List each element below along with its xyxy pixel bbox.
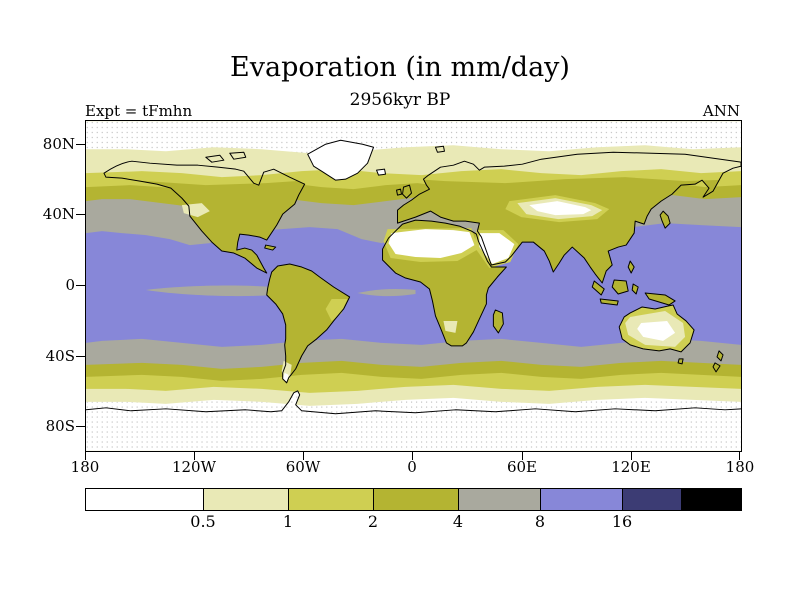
cuba-land <box>264 245 276 251</box>
x-axis-label: 60W <box>285 458 321 476</box>
coastline-islands <box>264 168 724 373</box>
x-tick-mark <box>739 452 740 460</box>
sumatra-land <box>592 281 605 295</box>
x-axis-label: 120E <box>611 458 651 476</box>
south-america-land <box>266 264 350 383</box>
colorbar-label: 1 <box>282 512 294 531</box>
java-land <box>600 298 619 305</box>
sahara-white-patch <box>388 229 475 259</box>
x-axis-label: 0 <box>407 458 417 476</box>
y-axis-label: 0 <box>65 276 75 294</box>
central-asia-white-core <box>529 201 592 216</box>
colorbar-label: 8 <box>534 512 546 531</box>
y-axis-label: 80S <box>45 417 75 435</box>
x-axis-label: 120W <box>171 458 217 476</box>
greenland-land <box>307 140 374 181</box>
colorbar-segment-lt-0.5 <box>86 489 204 510</box>
south-africa-pale-patch <box>443 320 458 333</box>
y-tick-mark <box>76 426 85 427</box>
colorbar-segment-1-2 <box>289 489 375 510</box>
colorbar-label: 2 <box>367 512 379 531</box>
evaporation-map <box>86 121 741 451</box>
madagascar-land <box>493 309 504 333</box>
figure-title: Evaporation (in mm/day) <box>230 52 570 83</box>
coastline-eurasia <box>397 151 741 284</box>
new-guinea-land <box>645 292 676 305</box>
iceland-land <box>376 169 386 176</box>
colorbar-label: 0.5 <box>190 512 216 531</box>
y-tick-mark <box>76 214 85 215</box>
colorbar-segment-16-32 <box>623 489 682 510</box>
antarctica-land <box>86 390 741 451</box>
x-tick-mark <box>194 452 195 460</box>
colorbar-segment-2-4 <box>374 489 460 510</box>
coastline-arctic-islands <box>205 145 445 163</box>
y-axis-label: 40S <box>45 347 75 365</box>
experiment-label: Expt = tFmhn <box>85 102 193 120</box>
x-tick-mark <box>85 452 86 460</box>
figure-subtitle: 2956kyr BP <box>349 90 451 110</box>
colorbar-segment-gt-32 <box>682 489 741 510</box>
coastline-australia <box>618 304 695 353</box>
x-axis-label: 180 <box>725 458 755 476</box>
colorbar-segment-0.5-1 <box>203 489 290 510</box>
y-axis-label: 40N <box>42 205 75 223</box>
y-tick-mark <box>76 144 85 145</box>
colorbar-label: 16 <box>611 512 633 531</box>
colorbar <box>85 488 742 511</box>
australia-white-core <box>637 320 676 341</box>
coastline-africa <box>382 219 507 347</box>
x-tick-mark <box>631 452 632 460</box>
coastline-antarctica <box>86 390 741 415</box>
east-brazil-yellow-patch <box>325 298 348 321</box>
season-label: ANN <box>702 102 740 120</box>
x-tick-mark <box>522 452 523 460</box>
coastline-north-america <box>103 160 306 274</box>
east-pacific-cold-tongue <box>145 285 294 297</box>
north-america-land <box>103 161 305 274</box>
arctic-white-overlay <box>86 121 741 154</box>
atlantic-cold-tongue <box>357 288 416 297</box>
coastline-greenland <box>307 139 375 181</box>
colorbar-segment-4-8 <box>459 489 542 510</box>
map-plot <box>85 120 742 452</box>
x-axis-label: 180 <box>70 458 100 476</box>
patagonia-white-tip <box>282 372 289 382</box>
y-tick-mark <box>76 285 85 286</box>
colorbar-label: 4 <box>452 512 464 531</box>
y-axis-label: 80N <box>42 135 75 153</box>
borneo-land <box>612 280 629 294</box>
colorbar-segment-8-16 <box>541 489 624 510</box>
y-tick-mark <box>76 356 85 357</box>
x-tick-mark <box>303 452 304 460</box>
ireland-land <box>396 189 402 196</box>
japan-land <box>660 211 671 229</box>
coastline-south-america <box>266 263 351 384</box>
x-axis-label: 60E <box>506 458 538 476</box>
x-tick-mark <box>412 452 413 460</box>
